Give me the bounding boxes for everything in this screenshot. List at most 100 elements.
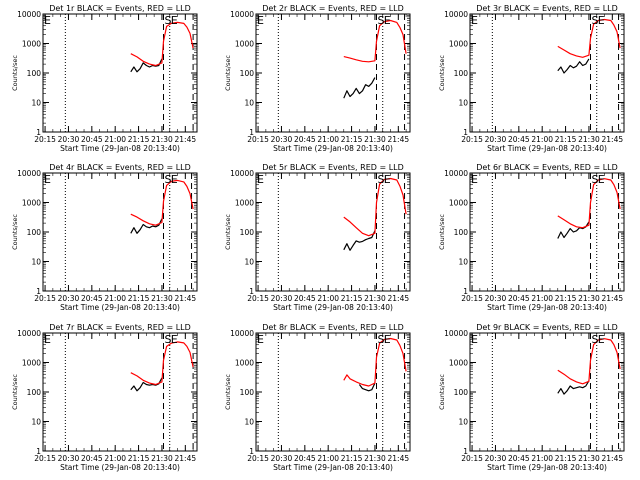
event-marker-label: S <box>591 333 598 346</box>
events-series-line <box>557 58 590 74</box>
y-tick-label: 10 <box>458 258 468 267</box>
x-tick-label: 21:30 <box>364 454 386 463</box>
x-tick-label: 21:45 <box>602 294 624 303</box>
event-marker-label: S <box>591 14 598 27</box>
x-tick-label: 21:45 <box>388 294 410 303</box>
x-tick-label: 21:45 <box>388 135 410 144</box>
x-tick-label: 20:30 <box>271 294 293 303</box>
event-marker-label: S <box>591 173 598 186</box>
y-tick-label: 1000 <box>22 40 41 49</box>
event-marker-label: E <box>471 14 478 27</box>
y-axis-label: Counts/sec <box>11 214 19 250</box>
y-axis-label: Counts/sec <box>438 55 446 91</box>
y-tick-label: 1000 <box>235 40 254 49</box>
detector-panel: Det 2r BLACK = Events, RED = LLD 1 10 100 10… <box>224 4 411 153</box>
x-tick-label: 20:45 <box>294 135 316 144</box>
event-marker-label: E <box>171 173 178 186</box>
x-tick-label: 21:15 <box>555 135 577 144</box>
x-tick-label: 20:45 <box>81 294 103 303</box>
x-tick-label: 20:30 <box>58 454 80 463</box>
y-tick-label: 10000 <box>230 169 254 178</box>
events-series-line <box>557 221 590 239</box>
x-tick-label: 21:30 <box>578 294 600 303</box>
x-tick-label: 20:45 <box>508 135 530 144</box>
event-marker-label: S <box>377 173 384 186</box>
x-tick-label: 21:00 <box>317 454 339 463</box>
lld-series-line <box>557 178 621 229</box>
detector-panel: Det 6r BLACK = Events, RED = LLD 1 10 100 10… <box>438 163 625 312</box>
panel-title: Det 7r BLACK = Events, RED = LLD <box>49 323 191 332</box>
lld-series-line <box>557 18 621 58</box>
events-series-line <box>130 58 163 73</box>
x-tick-label: 20:15 <box>247 294 269 303</box>
event-marker-label: E <box>257 14 264 27</box>
event-marker-label: E <box>384 14 391 27</box>
x-tick-label: 20:15 <box>34 454 56 463</box>
event-marker-label: S <box>377 14 384 27</box>
panel-title: Det 4r BLACK = Events, RED = LLD <box>49 163 191 172</box>
x-tick-label: 20:45 <box>508 454 530 463</box>
event-marker-label: E <box>171 333 178 346</box>
y-tick-label: 1 <box>249 128 254 137</box>
x-tick-label: 21:15 <box>555 294 577 303</box>
x-tick-label: 21:30 <box>151 294 173 303</box>
x-tick-label: 20:30 <box>485 135 507 144</box>
x-tick-label: 21:00 <box>104 294 126 303</box>
plot-frame <box>255 172 411 292</box>
x-tick-label: 21:45 <box>602 135 624 144</box>
y-tick-label: 100 <box>240 228 255 237</box>
event-marker-label: E <box>384 333 391 346</box>
x-tick-label: 20:15 <box>34 135 56 144</box>
x-tick-label: 20:30 <box>271 135 293 144</box>
detector-panel: Det 1r BLACK = Events, RED = LLD 1 10 100 10… <box>11 4 198 153</box>
event-marker-label: E <box>257 173 264 186</box>
y-tick-label: 10 <box>458 99 468 108</box>
plot-frame <box>469 172 625 292</box>
x-tick-label: 21:15 <box>128 135 150 144</box>
x-axis-label: Start Time (29-Jan-08 20:13:40) <box>273 463 393 472</box>
events-series-line <box>130 218 163 234</box>
lld-series-line <box>130 341 194 386</box>
event-marker-label: E <box>171 14 178 27</box>
y-tick-label: 10000 <box>444 10 468 19</box>
x-tick-label: 21:30 <box>578 454 600 463</box>
panel-title: Det 2r BLACK = Events, RED = LLD <box>262 4 404 13</box>
x-tick-label: 21:45 <box>175 454 197 463</box>
y-tick-label: 10000 <box>444 169 468 178</box>
y-tick-label: 100 <box>454 69 469 78</box>
detector-panel: Det 5r BLACK = Events, RED = LLD 1 10 100 10… <box>224 163 411 312</box>
lld-series-line <box>343 19 407 63</box>
panel-title: Det 8r BLACK = Events, RED = LLD <box>262 323 404 332</box>
y-tick-label: 10000 <box>230 329 254 338</box>
event-marker-label: E <box>471 173 478 186</box>
y-tick-label: 1000 <box>235 359 254 368</box>
event-marker-label: S <box>164 173 171 186</box>
y-tick-label: 1 <box>463 287 468 296</box>
y-tick-label: 10 <box>458 418 468 427</box>
event-marker-label: S <box>164 333 171 346</box>
events-series-line <box>130 377 163 392</box>
event-marker-label: E <box>44 173 51 186</box>
events-series-line <box>343 77 376 99</box>
event-marker-label: E <box>598 14 605 27</box>
event-marker-label: E <box>471 333 478 346</box>
y-tick-label: 10 <box>31 418 41 427</box>
x-tick-label: 21:30 <box>151 454 173 463</box>
y-tick-label: 10 <box>31 99 41 108</box>
x-axis-label: Start Time (29-Jan-08 20:13:40) <box>60 144 180 153</box>
y-tick-label: 100 <box>240 388 255 397</box>
y-tick-label: 100 <box>240 69 255 78</box>
y-axis-label: Counts/sec <box>11 374 19 410</box>
x-axis-label: Start Time (29-Jan-08 20:13:40) <box>487 144 607 153</box>
x-tick-label: 21:00 <box>317 294 339 303</box>
plot-frame <box>255 332 411 452</box>
x-tick-label: 21:30 <box>364 294 386 303</box>
x-tick-label: 21:15 <box>341 454 363 463</box>
x-tick-label: 20:45 <box>294 454 316 463</box>
panel-title: Det 9r BLACK = Events, RED = LLD <box>476 323 618 332</box>
event-marker-label: S <box>377 333 384 346</box>
x-axis-label: Start Time (29-Jan-08 20:13:40) <box>273 303 393 312</box>
x-axis-label: Start Time (29-Jan-08 20:13:40) <box>273 144 393 153</box>
x-tick-label: 20:15 <box>34 294 56 303</box>
